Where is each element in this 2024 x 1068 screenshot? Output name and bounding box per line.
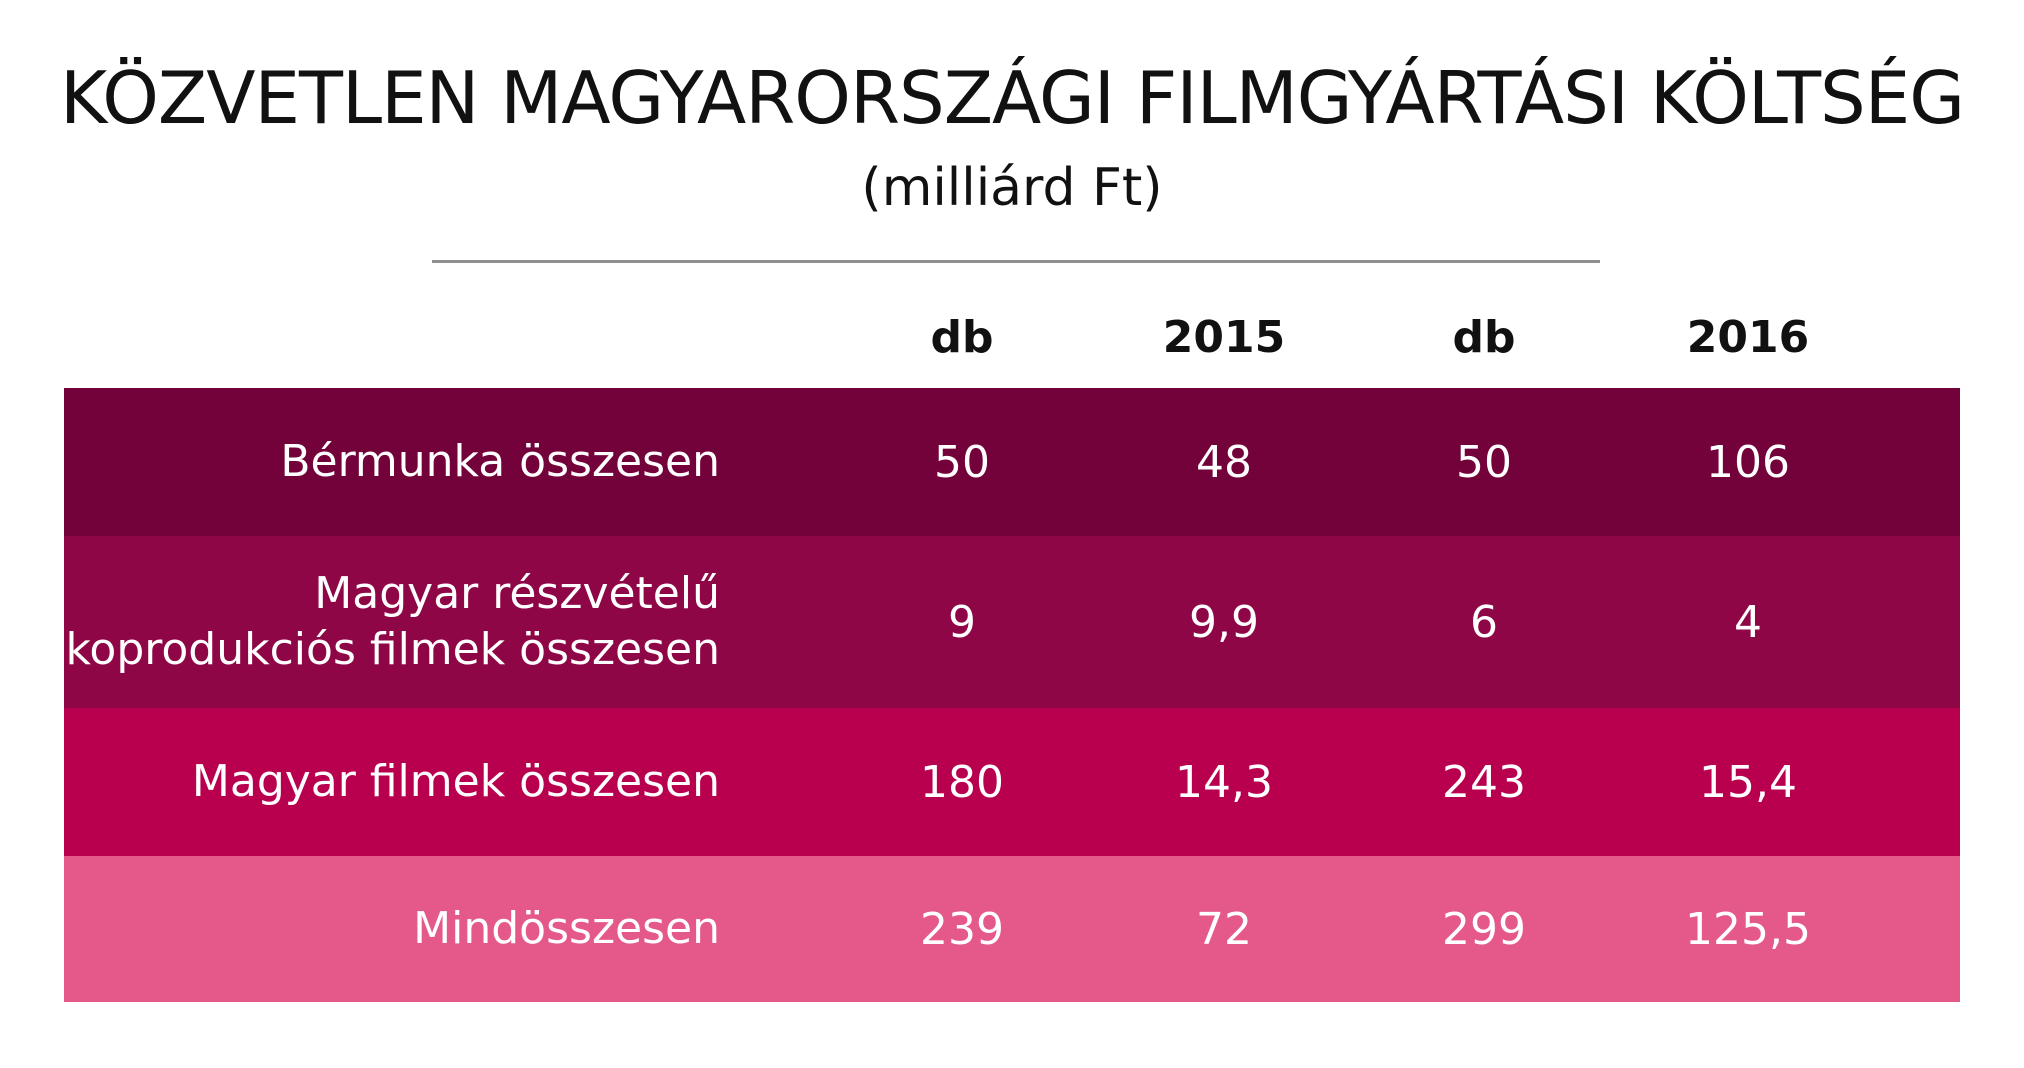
table-cell: 50: [934, 436, 990, 488]
row-label-line: Mindösszesen: [413, 903, 720, 954]
table-row: Mindösszesen 239 72 299 125,5: [64, 856, 1960, 1002]
table-cell: 125,5: [1685, 903, 1811, 955]
table-cell: 239: [920, 903, 1004, 955]
column-header: 2015: [1162, 312, 1286, 363]
table-cell: 9,9: [1189, 596, 1259, 648]
column-header: db: [930, 312, 994, 363]
table-cell: 14,3: [1175, 756, 1273, 808]
table-cell: 180: [920, 756, 1004, 808]
column-header: db: [1452, 312, 1516, 363]
table-cell: 4: [1734, 596, 1762, 648]
table-cell: 72: [1196, 903, 1252, 955]
table-cell: 299: [1442, 903, 1526, 955]
row-label: Magyar részvételű koprodukciós filmek öss…: [64, 536, 721, 708]
table-row: Bérmunka összesen 50 48 50 106: [64, 388, 1960, 536]
row-label: Bérmunka összesen: [64, 388, 720, 536]
table-cell: 50: [1456, 436, 1512, 488]
row-label: Magyar filmek összesen: [64, 708, 720, 856]
row-label-line: Magyar filmek összesen: [191, 756, 720, 807]
row-label-line: Bérmunka összesen: [280, 436, 720, 487]
chart-title: KÖZVETLEN MAGYARORSZÁGI FILMGYÁRTÁSI KÖL…: [59, 56, 1965, 140]
table-cell: 48: [1196, 436, 1252, 488]
title-divider: [432, 260, 1600, 263]
table-cell: 9: [948, 596, 976, 648]
column-header: 2016: [1686, 312, 1810, 363]
row-label: Mindösszesen: [64, 856, 720, 1002]
table-cell: 106: [1706, 436, 1790, 488]
table-cell: 6: [1470, 596, 1498, 648]
row-label-line: koprodukciós filmek összesen: [65, 624, 721, 675]
chart-subtitle: (milliárd Ft): [861, 158, 1163, 218]
table-row: Magyar filmek összesen 180 14,3 243 15,4: [64, 708, 1960, 856]
table-row: Magyar részvételű koprodukciós filmek öss…: [64, 536, 1960, 708]
table-cell: 15,4: [1699, 756, 1797, 808]
table-cell: 243: [1442, 756, 1526, 808]
row-label-line: Magyar részvételű: [314, 568, 720, 619]
